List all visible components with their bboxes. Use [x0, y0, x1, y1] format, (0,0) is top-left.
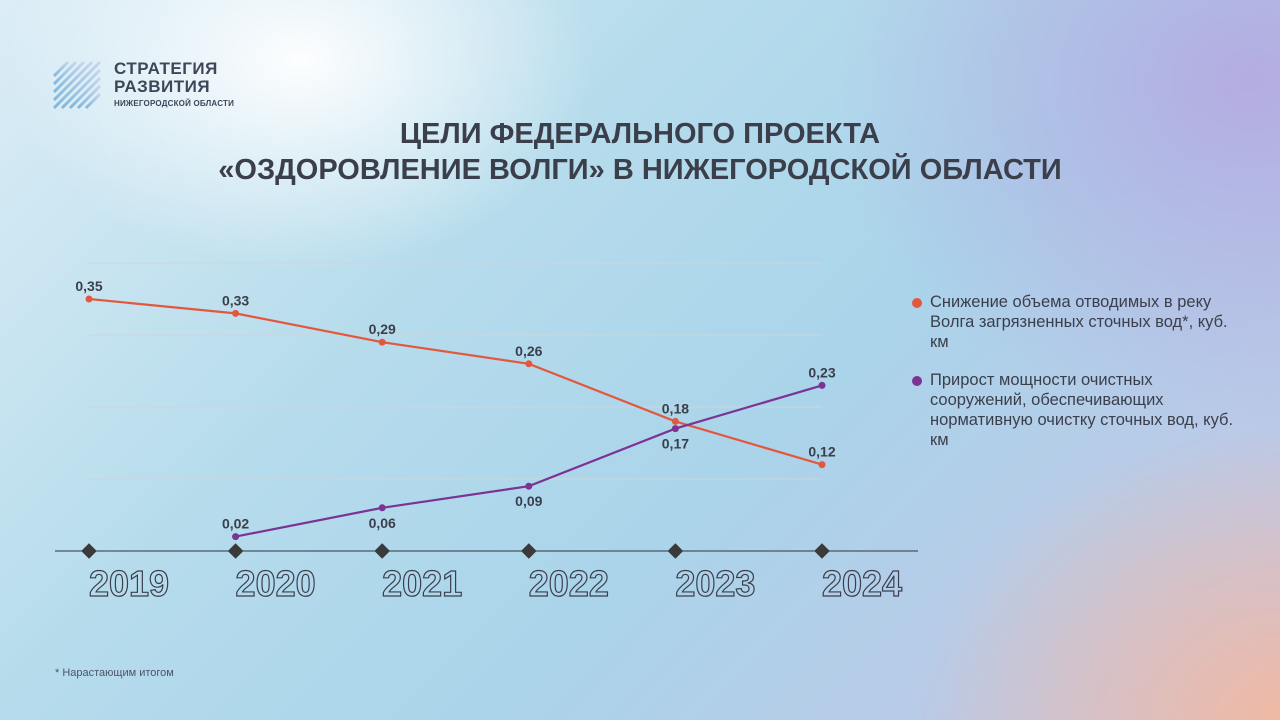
x-axis-marker-2024	[814, 543, 830, 559]
series-2-label-2024: 0,23	[808, 364, 835, 380]
series-1-point-2021	[378, 338, 386, 346]
page-title-line-1: ЦЕЛИ ФЕДЕРАЛЬНОГО ПРОЕКТА	[399, 118, 881, 150]
series-1-point-2019	[85, 295, 93, 303]
x-tick-label-2019: 2019	[89, 563, 169, 604]
series-2-point-2023	[671, 425, 679, 433]
series-1-point-2020	[232, 309, 240, 317]
x-axis-marker-2021	[374, 543, 390, 559]
series-1-label-2024: 0,12	[808, 444, 835, 460]
legend-label-series-1: Снижение объема отводимых в реку Волга з…	[930, 293, 1228, 351]
series-1-label-2023: 0,18	[662, 400, 689, 416]
series-1-point-2024	[818, 461, 826, 469]
x-axis-marker-2020	[227, 543, 244, 559]
x-axis-marker-2023	[667, 543, 684, 559]
x-tick-label-2024: 2024	[822, 563, 902, 604]
x-tick-label-2021: 2021	[382, 563, 462, 604]
series-2-label-2021: 0,06	[369, 515, 396, 531]
x-axis-marker-2022	[521, 543, 537, 559]
series-1-point-2023	[671, 417, 679, 425]
series-1-point-2022	[525, 360, 533, 368]
x-tick-label-2020: 2020	[236, 563, 316, 604]
x-axis-marker-2019	[81, 543, 97, 559]
series-1-line	[88, 297, 823, 466]
legend-marker-series-2	[912, 376, 922, 386]
series-1-label-2022: 0,26	[515, 343, 542, 359]
footnote: * Нарастающим итогом	[55, 667, 174, 679]
series-2-point-2022	[525, 482, 533, 490]
series-1-label-2019: 0,35	[75, 278, 102, 294]
legend-marker-series-1	[912, 298, 922, 308]
logo: СТРАТЕГИЯ РАЗВИТИЯ НИЖЕГОРОДСКОЙ ОБЛАСТИ	[52, 58, 252, 114]
logo-line-2: РАЗВИТИЯ	[114, 77, 211, 96]
chart-legend: Снижение объема отводимых в реку Волга з…	[912, 292, 1242, 468]
series-2-label-2023: 0,17	[662, 436, 689, 452]
series-1-label-2020: 0,33	[222, 292, 249, 308]
legend-label-series-2: Прирост мощности очистных сооружений, об…	[930, 371, 1234, 449]
legend-item-series-2: Прирост мощности очистных сооружений, об…	[912, 370, 1242, 450]
logo-line-1: СТРАТЕГИЯ	[114, 59, 218, 78]
logo-line-3: НИЖЕГОРОДСКОЙ ОБЛАСТИ	[114, 99, 235, 108]
page-title-line-2: «ОЗДОРОВЛЕНИЕ ВОЛГИ» В НИЖЕГОРОДСКОЙ ОБЛ…	[218, 154, 1062, 186]
logo-arrow-icon	[52, 60, 102, 110]
series-2-point-2024	[818, 381, 826, 389]
series-2-label-2020: 0,02	[222, 516, 249, 532]
legend-item-series-1: Снижение объема отводимых в реку Волга з…	[912, 292, 1242, 352]
series-2-point-2020	[232, 533, 240, 541]
series-2-label-2022: 0,09	[515, 493, 542, 509]
x-tick-label-2023: 2023	[675, 563, 755, 604]
series-2-line	[235, 384, 823, 538]
x-tick-label-2022: 2022	[529, 563, 609, 604]
series-1-label-2021: 0,29	[369, 321, 396, 337]
series-2-point-2021	[378, 504, 386, 512]
